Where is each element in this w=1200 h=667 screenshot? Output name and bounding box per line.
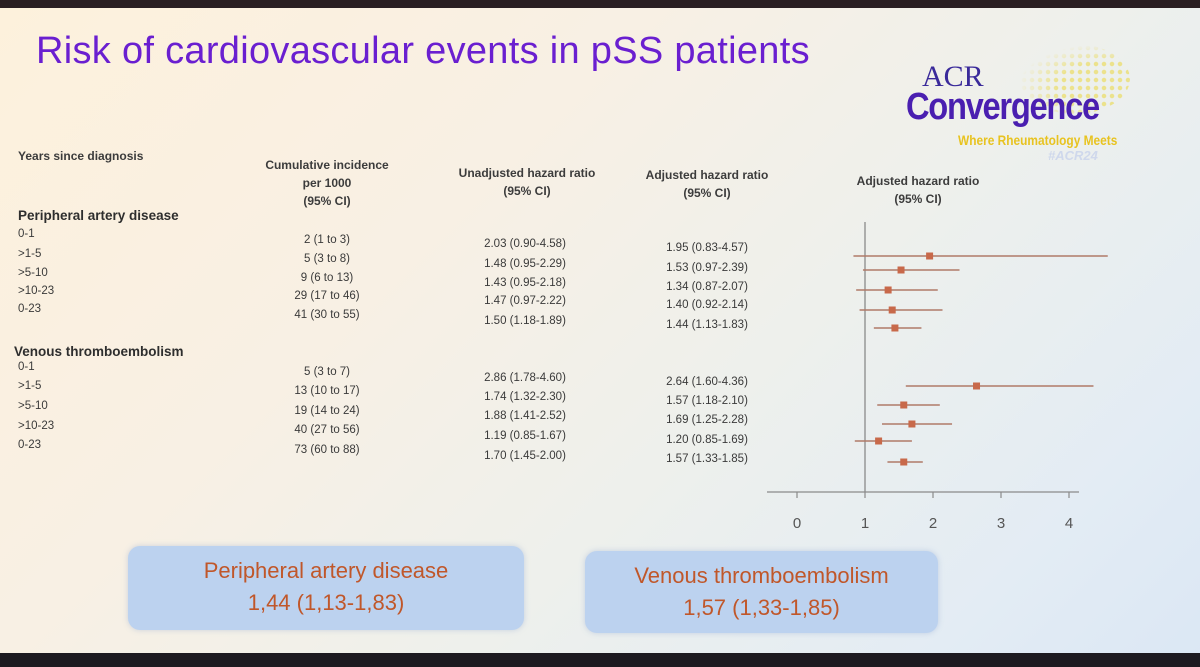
pad-row-4-adjusted: 1.44 (1.13-1.83) [666,319,748,331]
vte-row-2-unadjusted: 1.88 (1.41-2.52) [484,410,566,422]
pad-row-0-adjusted: 1.95 (0.83-4.57) [666,242,748,254]
pad-row-0-incidence: 2 (1 to 3) [303,234,351,246]
pad-row-1-incidence: 5 (3 to 8) [303,253,351,265]
x-tick-label: 2 [929,515,937,532]
pad-row-0-unadjusted: 2.03 (0.90-4.58) [484,238,566,250]
pad-row-1-adjusted: 1.53 (0.97-2.39) [666,262,748,274]
summary-name: Peripheral artery disease [203,558,449,583]
pad-row-0-years: 0-1 [18,228,35,240]
vte-row-4-incidence: 73 (60 to 88) [294,444,360,456]
slide-title: Risk of cardiovascular events in pSS pat… [36,30,810,72]
logo-tagline: Where Rheumatology Meets [958,132,1118,148]
pad-row-1-unadjusted: 1.48 (0.95-2.29) [484,258,566,270]
pad-row-4-years: 0-23 [18,303,42,315]
vte-row-3-adjusted: 1.20 (0.85-1.69) [666,434,748,446]
vte-row-3-years: >10-23 [18,420,55,432]
logo-convergence-text: Convergence [906,86,1100,128]
vte-row-2-adjusted: 1.69 (1.25-2.28) [666,414,748,426]
acr-convergence-logo: ACR Convergence Where Rheumatology Meets… [900,44,1130,188]
pad-row-3-years: >10-23 [18,285,55,297]
logo-dot-pattern [1020,44,1130,114]
hr-point-1-1 [900,401,908,409]
hr-point-0-3 [888,306,896,314]
section-peripheral-artery-disease: Peripheral artery disease [18,208,179,223]
vte-row-2-incidence: 19 (14 to 24) [294,405,360,417]
header-years: Years since diagnosis [18,149,144,163]
summary-box-peripheral-artery-disease: Peripheral artery disease 1,44 (1,13-1,8… [128,546,524,630]
hr-point-0-1 [897,266,905,274]
pad-row-3-unadjusted: 1.47 (0.97-2.22) [484,295,566,307]
header-incidence: Cumulative incidence per 1000 (95% CI) [265,158,389,208]
hr-point-1-2 [908,420,916,428]
pad-row-2-incidence: 9 (6 to 13) [300,272,354,284]
pad-row-4-unadjusted: 1.50 (1.18-1.89) [484,315,566,327]
x-tick-label: 1 [861,515,869,532]
x-tick-label: 3 [997,515,1005,532]
summary-name: Venous thromboembolism [634,563,889,588]
header-plot: Adjusted hazard ratio (95% CI) [856,174,980,206]
hr-point-1-3 [875,437,883,445]
x-tick-label: 0 [793,515,801,532]
summary-value: 1,57 (1,33-1,85) [683,595,840,620]
screen-bottom-edge [0,653,1200,667]
logo-acr-text: ACR [922,60,984,93]
pad-row-2-years: >5-10 [18,267,48,279]
vte-row-4-unadjusted: 1.70 (1.45-2.00) [484,450,566,462]
pad-row-3-adjusted: 1.40 (0.92-2.14) [666,299,748,311]
vte-row-3-unadjusted: 1.19 (0.85-1.67) [484,430,566,442]
section-venous-thromboembolism: Venous thromboembolism [14,344,184,359]
vte-row-1-unadjusted: 1.74 (1.32-2.30) [484,391,566,403]
pad-row-1-years: >1-5 [18,248,42,260]
pad-row-2-adjusted: 1.34 (0.87-2.07) [666,281,748,293]
summary-value: 1,44 (1,13-1,83) [247,590,405,615]
pad-row-4-incidence: 41 (30 to 55) [294,309,360,321]
hr-point-0-0 [926,252,934,260]
vte-row-4-adjusted: 1.57 (1.33-1.85) [666,453,748,465]
summary-box-venous-thromboembolism: Venous thromboembolism 1,57 (1,33-1,85) [585,551,938,633]
hr-point-0-2 [884,286,892,294]
vte-row-1-adjusted: 1.57 (1.18-2.10) [666,395,748,407]
vte-row-0-adjusted: 2.64 (1.60-4.36) [666,376,748,388]
vte-row-0-years: 0-1 [18,361,35,373]
vte-row-0-unadjusted: 2.86 (1.78-4.60) [484,372,566,384]
vte-row-2-years: >5-10 [18,400,48,412]
pad-row-3-incidence: 29 (17 to 46) [294,290,360,302]
header-unadjusted: Unadjusted hazard ratio (95% CI) [458,166,596,198]
hr-point-0-4 [891,324,899,332]
hr-point-1-4 [900,458,908,466]
vte-row-4-years: 0-23 [18,439,42,451]
logo-hashtag: #ACR24 [1048,148,1098,163]
vte-row-3-incidence: 40 (27 to 56) [294,424,360,436]
pad-row-2-unadjusted: 1.43 (0.95-2.18) [484,277,566,289]
hr-point-1-0 [973,382,981,390]
x-tick-label: 4 [1065,515,1073,532]
vte-row-0-incidence: 5 (3 to 7) [303,366,351,378]
vte-row-1-incidence: 13 (10 to 17) [294,385,360,397]
vte-row-1-years: >1-5 [18,380,42,392]
header-adjusted: Adjusted hazard ratio (95% CI) [645,168,769,200]
